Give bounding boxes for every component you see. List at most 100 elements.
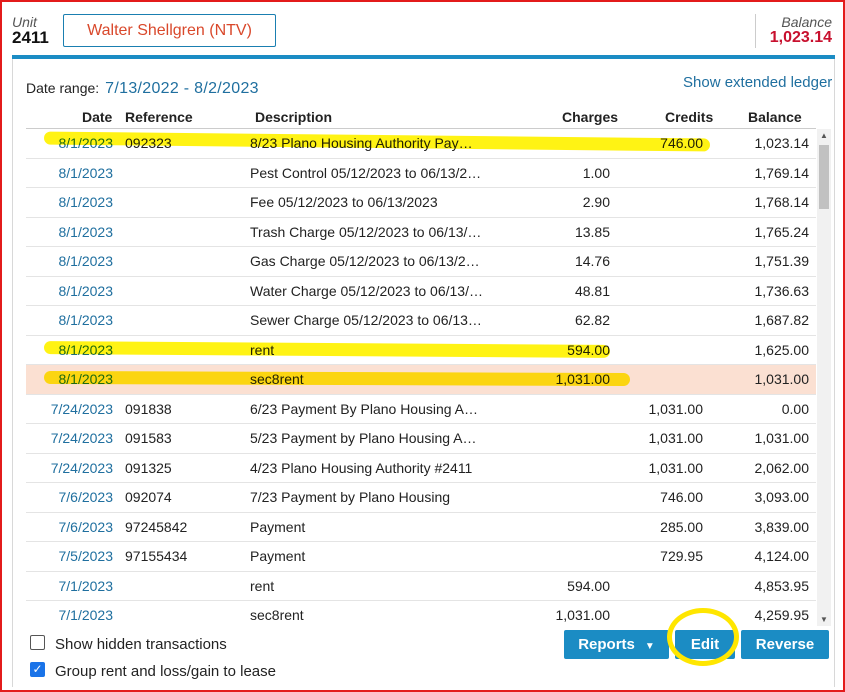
row-balance: 4,124.00 — [754, 548, 810, 564]
row-balance: 1,031.00 — [754, 430, 810, 446]
show-hidden-checkbox[interactable] — [30, 635, 45, 650]
table-row[interactable]: 7/24/2023 091583 5/23 Payment by Plano Hou… — [26, 424, 816, 454]
row-date-link[interactable]: 7/24/2023 — [50, 430, 113, 446]
row-reference: 091838 — [125, 400, 172, 417]
row-balance: 0.00 — [781, 400, 809, 417]
row-credits: 746.00 — [660, 489, 703, 505]
scroll-up-icon[interactable]: ▲ — [820, 131, 828, 140]
balance-summary: Balance 1,023.14 — [755, 14, 835, 48]
row-charges: 1.00 — [582, 164, 610, 181]
group-rent-label: Group rent and loss/gain to lease — [55, 663, 276, 680]
row-charges: 14.76 — [574, 253, 610, 269]
row-date-link[interactable]: 8/1/2023 — [58, 223, 114, 240]
reports-button[interactable]: Reports ▼ — [564, 630, 669, 659]
row-balance: 1,765.24 — [754, 223, 810, 240]
row-credits: 1,031.00 — [648, 430, 704, 446]
column-header-description[interactable]: Description — [255, 109, 333, 125]
row-credits: 729.95 — [660, 548, 703, 564]
row-credits: 1,031.00 — [648, 400, 704, 417]
row-balance: 4,853.95 — [754, 577, 810, 594]
ledger-table-body: 8/1/2023 092323 8/23 Plano Housing Authori… — [26, 129, 816, 629]
row-date-link[interactable]: 7/24/2023 — [50, 400, 113, 417]
table-row[interactable]: 8/1/2023 Water Charge 05/12/2023 to 06/13… — [26, 277, 816, 306]
date-range-value[interactable]: 7/13/2022 - 8/2/2023 — [105, 80, 259, 97]
row-reference: 091325 — [125, 459, 172, 476]
table-row[interactable]: 8/1/2023 sec8rent 1,031.00 1,031.00 — [26, 365, 816, 395]
row-balance: 3,093.00 — [754, 489, 810, 505]
row-charges: 62.82 — [574, 312, 610, 328]
row-charges: 1,031.00 — [555, 607, 611, 623]
table-scrollbar[interactable]: ▲ ▼ — [817, 129, 831, 626]
scrollbar-thumb[interactable] — [819, 145, 829, 209]
balance-label: Balance — [781, 14, 832, 30]
row-charges: 48.81 — [574, 282, 610, 299]
table-row[interactable]: 7/6/2023 97245842 Payment 285.00 3,839.00 — [26, 513, 816, 542]
date-range: Date range: 7/13/2022 - 8/2/2023 — [26, 80, 259, 98]
row-credits: 285.00 — [660, 518, 703, 535]
table-row[interactable]: 7/5/2023 97155434 Payment 729.95 4,124.00 — [26, 542, 816, 572]
table-row[interactable]: 8/1/2023 rent 594.00 1,625.00 — [26, 336, 816, 365]
column-header-balance[interactable]: Balance — [748, 109, 802, 125]
unit-info: Unit 2411 — [12, 14, 49, 46]
group-rent-checkbox[interactable]: ✓ — [30, 662, 45, 677]
date-range-label: Date range: — [26, 80, 100, 96]
reverse-button[interactable]: Reverse — [741, 630, 829, 659]
unit-number: 2411 — [12, 28, 49, 47]
row-balance: 1,768.14 — [754, 194, 810, 210]
chevron-down-icon: ▼ — [644, 641, 655, 652]
row-reference: 97155434 — [125, 548, 188, 564]
edit-button[interactable]: Edit — [675, 630, 735, 659]
row-reference: 091583 — [125, 430, 172, 446]
table-row[interactable]: 8/1/2023 Trash Charge 05/12/2023 to 06/13… — [26, 218, 816, 247]
row-charges: 594.00 — [567, 577, 610, 594]
row-date-link[interactable]: 8/1/2023 — [58, 253, 114, 269]
row-balance: 4,259.95 — [754, 607, 810, 623]
column-header-reference[interactable]: Reference — [125, 109, 193, 125]
row-date-link[interactable]: 7/6/2023 — [58, 489, 114, 505]
row-date-link[interactable]: 7/24/2023 — [50, 459, 113, 476]
table-row[interactable]: 8/1/2023 Gas Charge 05/12/2023 to 06/13/2… — [26, 247, 816, 277]
row-date-link[interactable]: 7/1/2023 — [58, 577, 114, 594]
row-date-link[interactable]: 8/1/2023 — [58, 164, 114, 181]
row-balance: 3,839.00 — [754, 518, 810, 535]
scroll-down-icon[interactable]: ▼ — [820, 615, 828, 624]
header-divider — [12, 55, 835, 59]
table-row[interactable]: 8/1/2023 092323 8/23 Plano Housing Authori… — [26, 129, 816, 159]
row-balance: 1,625.00 — [754, 341, 810, 358]
table-row[interactable]: 7/1/2023 rent 594.00 4,853.95 — [26, 572, 816, 601]
row-date-link[interactable]: 8/1/2023 — [58, 282, 114, 299]
ledger-panel — [12, 59, 835, 687]
row-charges: 13.85 — [574, 223, 610, 240]
column-header-date[interactable]: Date — [82, 109, 113, 125]
show-hidden-label: Show hidden transactions — [55, 636, 227, 653]
row-reference: 97245842 — [125, 518, 188, 535]
tenant-name-button[interactable]: Walter Shellgren (NTV) — [63, 14, 276, 47]
column-header-credits[interactable]: Credits — [665, 109, 714, 125]
table-row[interactable]: 8/1/2023 Pest Control 05/12/2023 to 06/13… — [26, 159, 816, 188]
table-row[interactable]: 8/1/2023 Fee 05/12/2023 to 06/13/2023 2.90… — [26, 188, 816, 218]
row-balance: 1,736.63 — [754, 282, 810, 299]
row-date-link[interactable]: 7/1/2023 — [58, 607, 114, 623]
row-date-link[interactable]: 8/1/2023 — [58, 312, 114, 328]
row-date-link[interactable]: 8/1/2023 — [58, 194, 114, 210]
show-extended-ledger-link[interactable]: Show extended ledger — [683, 74, 833, 91]
row-credits: 1,031.00 — [648, 459, 704, 476]
table-row[interactable]: 7/24/2023 091838 6/23 Payment By Plano Hou… — [26, 395, 816, 424]
row-balance: 1,031.00 — [754, 371, 810, 387]
table-row[interactable]: 7/24/2023 091325 4/23 Plano Housing Author… — [26, 454, 816, 483]
row-charges: 2.90 — [582, 194, 610, 210]
table-row[interactable]: 7/6/2023 092074 7/23 Payment by Plano Hous… — [26, 483, 816, 513]
row-balance: 1,751.39 — [754, 253, 810, 269]
table-row[interactable]: 8/1/2023 Sewer Charge 05/12/2023 to 06/13… — [26, 306, 816, 336]
reports-button-label: Reports — [578, 636, 635, 653]
row-reference: 092074 — [125, 489, 172, 505]
unit-label: Unit — [12, 14, 37, 30]
table-row[interactable]: 7/1/2023 sec8rent 1,031.00 4,259.95 — [26, 601, 816, 629]
ledger-table-header: Date Reference Description Charges Credi… — [26, 107, 816, 129]
row-balance: 1,023.14 — [754, 135, 810, 151]
balance-value: 1,023.14 — [769, 29, 832, 46]
column-header-charges[interactable]: Charges — [562, 109, 619, 125]
row-date-link[interactable]: 7/6/2023 — [58, 518, 114, 535]
row-date-link[interactable]: 7/5/2023 — [58, 548, 114, 564]
